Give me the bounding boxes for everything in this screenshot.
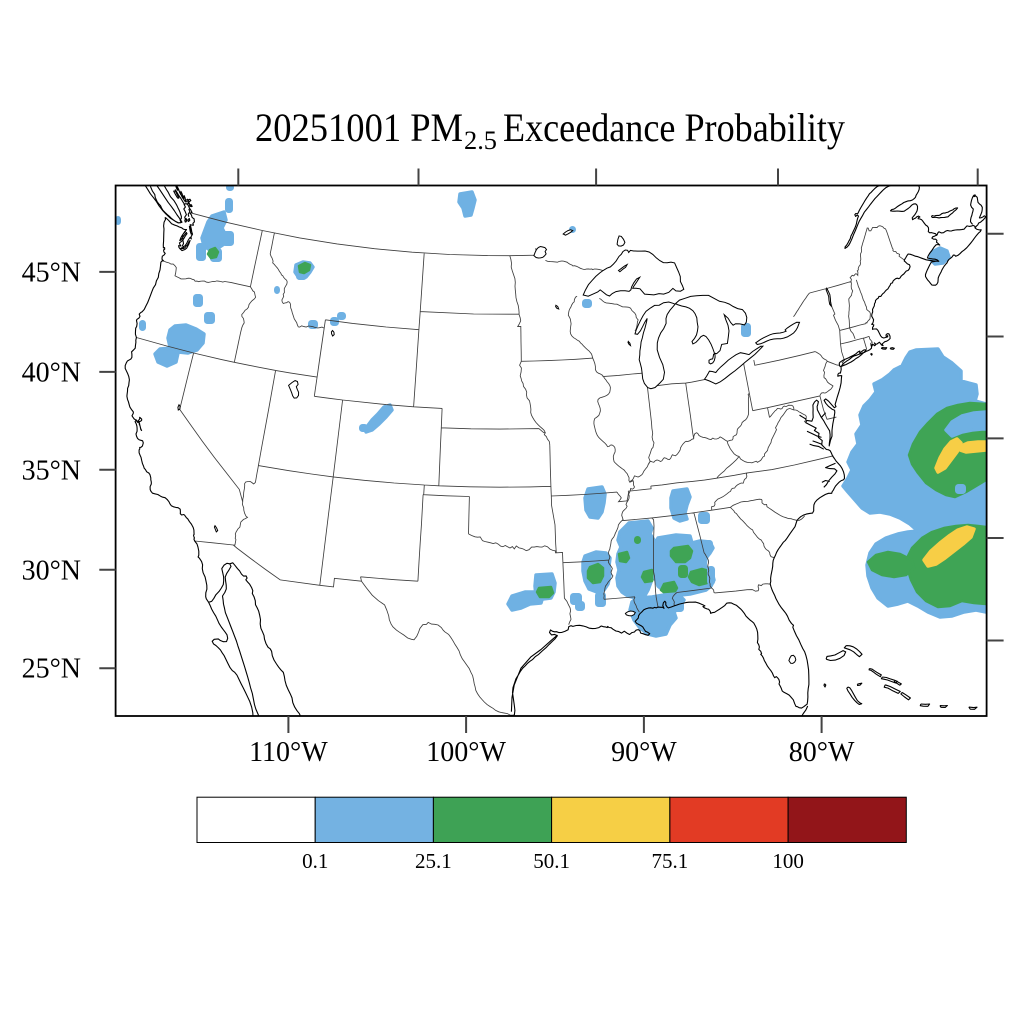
svg-text:40°N: 40°N — [22, 357, 81, 388]
svg-text:100°W: 100°W — [426, 737, 506, 768]
svg-text:30°N: 30°N — [22, 555, 81, 586]
svg-text:0.1: 0.1 — [302, 849, 328, 873]
svg-text:75.1: 75.1 — [652, 849, 689, 873]
svg-text:Exceedance Probability: Exceedance Probability — [503, 105, 845, 150]
svg-text:25°N: 25°N — [22, 654, 81, 685]
svg-text:20251001 PM: 20251001 PM — [255, 105, 463, 150]
svg-text:90°W: 90°W — [611, 737, 677, 768]
svg-text:100: 100 — [772, 849, 804, 873]
svg-text:50.1: 50.1 — [533, 849, 570, 873]
svg-text:2.5: 2.5 — [464, 126, 497, 155]
svg-text:35°N: 35°N — [22, 455, 81, 486]
svg-text:25.1: 25.1 — [415, 849, 452, 873]
svg-text:45°N: 45°N — [22, 257, 81, 288]
svg-text:80°W: 80°W — [789, 737, 855, 768]
svg-text:110°W: 110°W — [249, 737, 328, 768]
